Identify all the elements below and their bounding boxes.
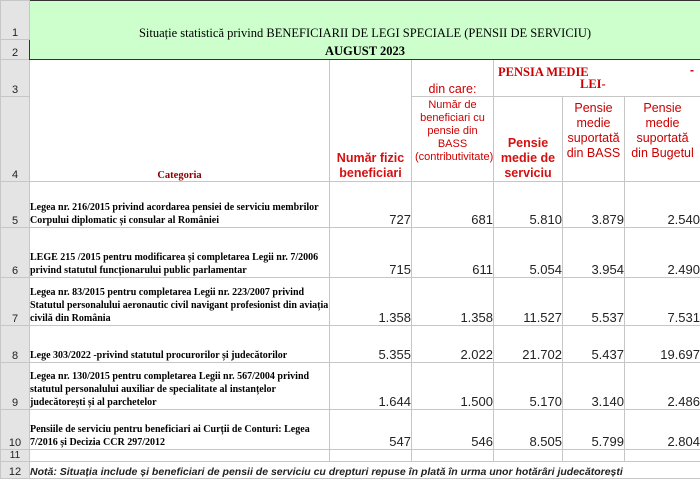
- header-numar-bass-label: Număr de beneficiari cu pensie din BASS …: [412, 97, 493, 181]
- header-numar-fizic[interactable]: Număr fizic beneficiari: [330, 60, 412, 182]
- report-title-cell[interactable]: Situație statistică privind BENEFICIARII…: [30, 1, 700, 60]
- header-lei: LEI-: [580, 77, 606, 92]
- row-header-11[interactable]: 11: [1, 450, 30, 462]
- header-numar-bass[interactable]: Număr de beneficiari cu pensie din BASS …: [412, 97, 494, 182]
- row-numar-fizic[interactable]: 5.355: [330, 326, 412, 363]
- table-row: 5 Legea nr. 216/2015 privind acordarea p…: [1, 182, 700, 228]
- row-pensie-bass[interactable]: 5.799: [563, 410, 625, 450]
- table-row: 10 Pensiile de serviciu pentru beneficia…: [1, 410, 700, 450]
- empty-cell[interactable]: [625, 450, 700, 462]
- row-pensie-buget[interactable]: 7.531: [625, 278, 700, 326]
- table-row: 8 Lege 303/2022 -privind statutul procur…: [1, 326, 700, 363]
- row-header-2[interactable]: 2: [1, 40, 30, 60]
- row-pensie-bass[interactable]: 5.437: [563, 326, 625, 363]
- row-header-3[interactable]: 3: [1, 60, 30, 97]
- header-pensia-medie-label: PENSIA MEDIE: [498, 65, 589, 79]
- row-header-9[interactable]: 9: [1, 363, 30, 410]
- row-header-6[interactable]: 6: [1, 228, 30, 278]
- row-header-1[interactable]: 1: [1, 1, 30, 40]
- row-categoria[interactable]: Pensiile de serviciu pentru beneficiari …: [30, 410, 330, 450]
- row-pensie-bass[interactable]: 5.537: [563, 278, 625, 326]
- row-pensie-bass[interactable]: 3.140: [563, 363, 625, 410]
- row-categoria[interactable]: LEGE 215 /2015 pentru modificarea și com…: [30, 228, 330, 278]
- row-numar-fizic[interactable]: 727: [330, 182, 412, 228]
- empty-cell[interactable]: [563, 450, 625, 462]
- header-categoria[interactable]: Categoria: [30, 60, 330, 182]
- header-dash: -: [690, 63, 694, 77]
- row-numar-fizic[interactable]: 1.358: [330, 278, 412, 326]
- row-header-12[interactable]: 12: [1, 462, 30, 479]
- row-pensie-buget[interactable]: 19.697: [625, 326, 700, 363]
- header-din-care[interactable]: din care:: [412, 60, 494, 97]
- row-pensie-medie[interactable]: 5.054: [494, 228, 563, 278]
- row-header-4[interactable]: 4: [1, 97, 30, 182]
- row-numar-fizic[interactable]: 547: [330, 410, 412, 450]
- report-title: Situație statistică privind BENEFICIARII…: [30, 26, 700, 41]
- row-header-7[interactable]: 7: [1, 278, 30, 326]
- header-pensie-bass-label: Pensie medie suportată din BASS: [563, 97, 624, 165]
- empty-cell[interactable]: [494, 450, 563, 462]
- row-pensie-buget[interactable]: 2.486: [625, 363, 700, 410]
- header-numar-fizic-label: Număr fizic beneficiari: [330, 151, 411, 181]
- row-header-10[interactable]: 10: [1, 410, 30, 450]
- row-pensie-buget[interactable]: 2.540: [625, 182, 700, 228]
- row-numar-bass[interactable]: 681: [412, 182, 494, 228]
- row-header-5[interactable]: 5: [1, 182, 30, 228]
- empty-cell[interactable]: [30, 450, 330, 462]
- row-pensie-bass[interactable]: 3.954: [563, 228, 625, 278]
- row-numar-fizic[interactable]: 715: [330, 228, 412, 278]
- row-pensie-medie[interactable]: 5.810: [494, 182, 563, 228]
- row-pensie-medie[interactable]: 8.505: [494, 410, 563, 450]
- row-header-8[interactable]: 8: [1, 326, 30, 363]
- row-categoria[interactable]: Legea nr. 130/2015 pentru completarea Le…: [30, 363, 330, 410]
- row-pensie-medie[interactable]: 21.702: [494, 326, 563, 363]
- row-categoria[interactable]: Legea nr. 83/2015 pentru completarea Leg…: [30, 278, 330, 326]
- row-pensie-bass[interactable]: 3.879: [563, 182, 625, 228]
- row-pensie-medie[interactable]: 5.170: [494, 363, 563, 410]
- row-numar-bass[interactable]: 1.358: [412, 278, 494, 326]
- table-row: 9 Legea nr. 130/2015 pentru completarea …: [1, 363, 700, 410]
- header-pensie-medie-serviciu-label: Pensie medie de serviciu: [494, 136, 562, 181]
- empty-cell[interactable]: [412, 450, 494, 462]
- row-numar-fizic[interactable]: 1.644: [330, 363, 412, 410]
- header-pensie-bass[interactable]: Pensie medie suportată din BASS: [563, 97, 625, 182]
- table-row: 6 LEGE 215 /2015 pentru modificarea și c…: [1, 228, 700, 278]
- empty-cell[interactable]: [330, 450, 412, 462]
- table-row: 7 Legea nr. 83/2015 pentru completarea L…: [1, 278, 700, 326]
- header-pensie-buget[interactable]: Pensie medie suportată din Bugetul: [625, 97, 700, 182]
- row-numar-bass[interactable]: 1.500: [412, 363, 494, 410]
- header-pensie-buget-label: Pensie medie suportată din Bugetul: [625, 97, 700, 165]
- row-numar-bass[interactable]: 546: [412, 410, 494, 450]
- row-numar-bass[interactable]: 611: [412, 228, 494, 278]
- footnote[interactable]: Notă: Situația include și beneficiari de…: [30, 462, 700, 479]
- report-period: AUGUST 2023: [30, 44, 700, 59]
- row-pensie-buget[interactable]: 2.804: [625, 410, 700, 450]
- header-pensie-medie-serviciu[interactable]: Pensie medie de serviciu: [494, 97, 563, 182]
- row-numar-bass[interactable]: 2.022: [412, 326, 494, 363]
- row-pensie-buget[interactable]: 2.490: [625, 228, 700, 278]
- row-categoria[interactable]: Legea nr. 216/2015 privind acordarea pen…: [30, 182, 330, 228]
- row-categoria[interactable]: Lege 303/2022 -privind statutul procuror…: [30, 326, 330, 363]
- row-pensie-medie[interactable]: 11.527: [494, 278, 563, 326]
- header-pensia-medie[interactable]: PENSIA MEDIE - LEI-: [494, 60, 700, 97]
